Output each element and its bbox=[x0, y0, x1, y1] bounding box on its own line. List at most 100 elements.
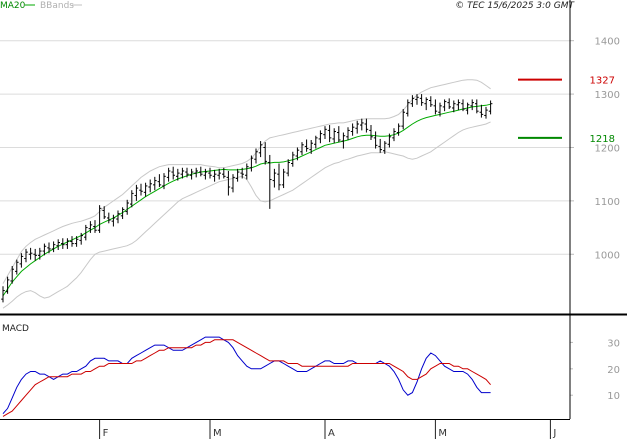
ohlc-bar bbox=[323, 126, 327, 139]
ohlc-bar bbox=[10, 266, 14, 284]
ohlc-bar bbox=[295, 147, 300, 161]
ohlc-bar bbox=[171, 166, 175, 180]
ohlc-bar bbox=[465, 102, 470, 115]
ohlc-bar bbox=[5, 276, 10, 294]
ohlc-bar bbox=[19, 253, 24, 268]
ohlc-bar bbox=[341, 132, 346, 149]
bollinger-upper-line bbox=[2, 79, 491, 284]
ohlc-bar bbox=[488, 100, 493, 115]
ohlc-bar bbox=[424, 97, 428, 111]
macd-y-tick-label: 10 bbox=[607, 391, 620, 402]
ohlc-bar bbox=[327, 125, 332, 143]
ohlc-bar bbox=[291, 151, 295, 167]
ohlc-bar bbox=[231, 174, 235, 193]
ohlc-bar bbox=[447, 98, 451, 110]
ohlc-bar bbox=[392, 128, 396, 142]
ohlc-bar bbox=[268, 154, 272, 209]
ohlc-bar bbox=[180, 167, 185, 179]
ohlc-bar bbox=[484, 106, 488, 119]
ohlc-bar bbox=[475, 99, 479, 114]
ohlc-bar bbox=[309, 140, 313, 154]
bollinger-bands-layer bbox=[2, 79, 491, 309]
macd-line bbox=[2, 336, 491, 415]
ohlc-bar bbox=[116, 210, 120, 224]
ohlc-bar bbox=[33, 248, 37, 261]
x-axis-month-label: J bbox=[552, 428, 556, 439]
macd-title: MACD bbox=[2, 324, 29, 334]
ohlc-bar bbox=[42, 243, 47, 256]
ohlc-bar bbox=[406, 99, 410, 117]
ohlc-bar bbox=[378, 138, 382, 153]
ohlc-bar bbox=[314, 135, 318, 149]
macd-y-tick-label: 30 bbox=[607, 338, 620, 349]
ohlc-bar bbox=[396, 123, 401, 136]
ohlc-bar bbox=[185, 167, 189, 178]
ohlc-bar bbox=[153, 176, 157, 191]
ohlc-bar bbox=[166, 167, 171, 182]
ohlc-bar bbox=[300, 142, 304, 155]
ohlc-bar bbox=[277, 163, 281, 191]
ohlc-bar bbox=[74, 236, 79, 247]
ohlc-bar bbox=[383, 141, 387, 154]
ohlc-bar bbox=[70, 236, 74, 247]
ohlc-bar bbox=[130, 190, 134, 208]
ohlc-bar bbox=[318, 130, 323, 144]
ohlc-bar bbox=[38, 247, 42, 260]
ohlc-bar bbox=[65, 238, 70, 249]
ohlc-bar bbox=[258, 141, 263, 158]
grid-layer: 1000 1100 1200 1300 1400 10 20 30 F M A M J bbox=[0, 37, 620, 439]
labels-layer: MA20 BBands © TEC 15/6/2025 3:0 GMT MACD bbox=[0, 1, 576, 334]
ohlc-bar bbox=[134, 184, 139, 201]
ma20-line bbox=[2, 103, 491, 297]
x-axis-month-label: M bbox=[213, 428, 222, 439]
ohlc-bar bbox=[15, 259, 19, 275]
ohlc-bar bbox=[203, 168, 208, 180]
ohlc-bar bbox=[217, 168, 221, 180]
macd-signal-line bbox=[2, 339, 491, 417]
ohlc-bar bbox=[28, 247, 33, 260]
ohlc-bar bbox=[139, 183, 143, 196]
price-y-tick-label: 1300 bbox=[595, 90, 620, 101]
level-label: 1327 bbox=[590, 76, 615, 87]
ohlc-bar bbox=[79, 232, 83, 245]
ohlc-bar bbox=[240, 167, 244, 179]
ohlc-bar bbox=[143, 182, 148, 197]
x-axis-month-label: M bbox=[438, 428, 447, 439]
ohlc-bar bbox=[24, 248, 28, 263]
ohlc-bar bbox=[84, 224, 88, 241]
ohlc-bar bbox=[1, 286, 5, 303]
ohlc-bar bbox=[332, 128, 336, 144]
ohlc-bar bbox=[61, 238, 65, 249]
ohlc-bar bbox=[433, 99, 438, 115]
macd-layer bbox=[2, 336, 491, 417]
ohlc-bar bbox=[387, 133, 392, 148]
ma20-layer bbox=[2, 103, 491, 297]
ohlc-bar bbox=[125, 199, 129, 215]
ohlc-bar bbox=[304, 139, 309, 152]
ohlc-bar bbox=[429, 96, 433, 107]
copyright-label: © TEC 15/6/2025 3:0 GMT bbox=[455, 1, 575, 11]
ohlc-bar bbox=[355, 120, 359, 134]
price-y-tick-label: 1000 bbox=[595, 250, 620, 261]
ohlc-bar bbox=[120, 207, 125, 220]
x-axis-month-label: F bbox=[103, 428, 109, 439]
ohlc-bar bbox=[51, 241, 56, 253]
ohlc-bar bbox=[401, 109, 405, 130]
ohlc-bar bbox=[369, 125, 373, 141]
ohlc-bar bbox=[456, 99, 461, 111]
ohlc-bar bbox=[479, 104, 484, 118]
ohlc-bar bbox=[194, 167, 198, 178]
price-y-tick-label: 1400 bbox=[595, 37, 620, 48]
ohlc-bar bbox=[373, 131, 378, 149]
ohlc-bar bbox=[415, 94, 419, 105]
ohlc-bar bbox=[47, 242, 51, 254]
ohlc-bar bbox=[176, 168, 180, 181]
ohlc-bar bbox=[212, 169, 217, 182]
macd-y-tick-label: 20 bbox=[607, 365, 620, 376]
ohlc-bar bbox=[111, 214, 116, 227]
bollinger-lower-line bbox=[2, 121, 491, 309]
ohlc-bar bbox=[93, 220, 97, 233]
ohlc-bar bbox=[419, 94, 424, 106]
ohlc-bar bbox=[88, 221, 93, 233]
